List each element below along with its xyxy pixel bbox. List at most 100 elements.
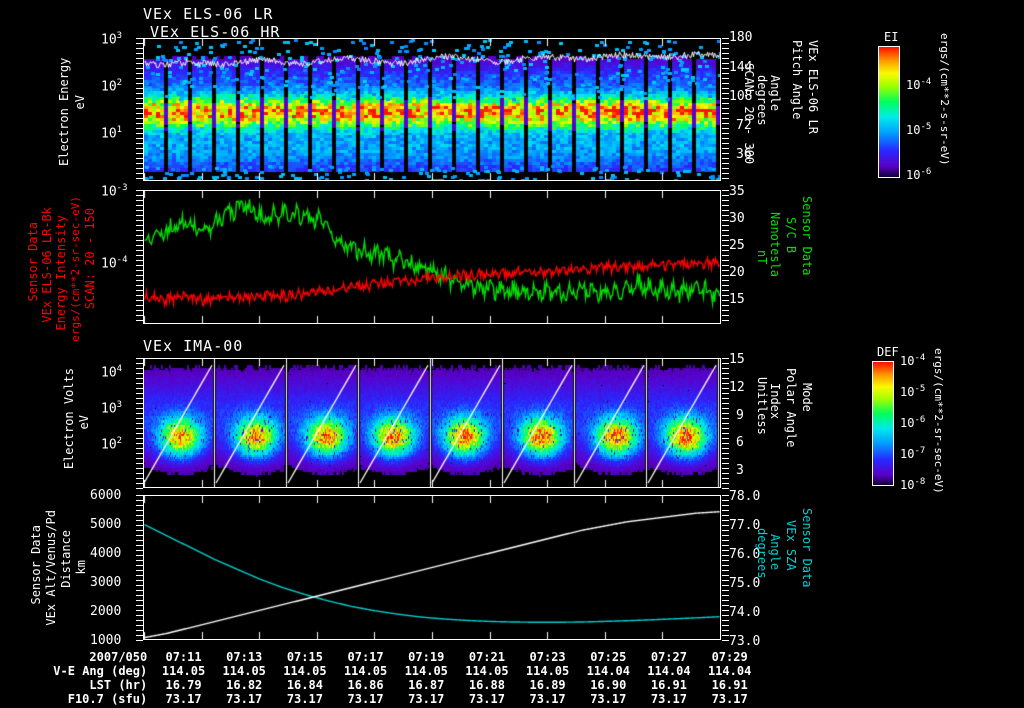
panel4-ytick-6000: 6000 — [90, 488, 122, 503]
panel1-rtick-72: 72 — [736, 118, 752, 133]
axis-minor-tick — [722, 478, 729, 479]
axis-minor-tick — [722, 138, 729, 139]
panel-ima-spectrogram — [143, 358, 721, 488]
panel4-rtick-76: 76.0 — [729, 547, 761, 562]
axis-minor-tick — [136, 605, 143, 606]
axis-minor-tick — [722, 640, 729, 641]
lst-cell: 16.84 — [286, 678, 323, 692]
panel4-right-line4: degrees — [755, 528, 769, 579]
axis-minor-tick — [136, 525, 143, 526]
axis-minor-tick — [722, 230, 729, 231]
panel3-right-label-2: Polar Angle — [784, 368, 798, 448]
panel1-title-lr: VEx ELS-06 LR — [143, 5, 274, 23]
panel2-right-label-1: Sensor Data — [800, 196, 814, 276]
panel1-left-axis-label: Electron Energy — [57, 48, 71, 176]
axis-minor-tick — [136, 143, 143, 144]
axis-minor-tick — [136, 320, 143, 321]
panel3-right-sub-unitless: Unitless — [755, 377, 769, 435]
axis-minor-tick — [136, 295, 143, 296]
panel4-rtick-78: 78.0 — [729, 489, 761, 504]
panel4-rtick-74: 74.0 — [729, 605, 761, 620]
panel4-rtick-77: 77.0 — [729, 518, 761, 533]
axis-minor-tick — [136, 433, 143, 434]
axis-minor-tick — [722, 630, 729, 631]
panel1-rtick-108: 108 — [729, 89, 753, 104]
axis-minor-tick — [136, 48, 143, 49]
axis-minor-tick — [722, 428, 729, 429]
axis-minor-tick — [722, 123, 729, 124]
ve-ang-cell: 114.04 — [707, 664, 752, 678]
axis-minor-tick — [136, 148, 143, 149]
panel2-right-line4: nT — [755, 250, 769, 265]
axis-minor-tick — [136, 43, 143, 44]
lst-cell: 16.90 — [590, 678, 627, 692]
panel2-left-line3: Energy Intensity — [54, 215, 68, 331]
row-label-ve-ang: V-E Ang (deg) — [53, 664, 148, 678]
panel2-rtick-20: 20 — [729, 265, 745, 280]
axis-minor-tick — [722, 178, 729, 179]
axis-minor-tick — [722, 245, 729, 246]
axis-minor-tick — [136, 93, 143, 94]
time-cell: 07:27 — [650, 650, 687, 664]
f107-cell: 73.17 — [711, 692, 748, 706]
time-cell: 07:29 — [711, 650, 748, 664]
axis-minor-tick — [136, 570, 143, 571]
axis-minor-tick — [722, 225, 729, 226]
axis-minor-tick — [136, 363, 143, 364]
axis-minor-tick — [136, 545, 143, 546]
panel2-right-line1: Sensor Data — [800, 196, 814, 276]
axis-minor-tick — [722, 265, 729, 266]
axis-minor-tick — [722, 305, 729, 306]
axis-minor-tick — [722, 148, 729, 149]
axis-minor-tick — [722, 38, 729, 39]
panel1-right-axis-label1: Pitch Angle — [790, 40, 804, 119]
axis-minor-tick — [136, 73, 143, 74]
ve-ang-cell: 114.05 — [404, 664, 448, 678]
axis-minor-tick — [136, 393, 143, 394]
axis-minor-tick — [722, 363, 729, 364]
axis-minor-tick — [136, 230, 143, 231]
panel4-right-line2: VEx SZA — [784, 520, 798, 571]
axis-minor-tick — [722, 368, 729, 369]
axis-minor-tick — [722, 295, 729, 296]
axis-minor-tick — [722, 275, 729, 276]
panel4-ytick-2000: 2000 — [90, 604, 122, 619]
panel2-left-label-4: ergs/(cm**2-sr-sec-eV) — [69, 196, 82, 342]
axis-minor-tick — [136, 423, 143, 424]
f107-cell: 73.17 — [529, 692, 566, 706]
f107-cell: 73.17 — [650, 692, 687, 706]
panel3-rtick-3: 3 — [736, 463, 744, 478]
axis-minor-tick — [136, 200, 143, 201]
f107-cell: 73.17 — [347, 692, 384, 706]
panel3-ytick-1e4: 104 — [101, 364, 123, 381]
panel2-ytick-1e-4: 10-4 — [101, 255, 128, 272]
table-row-veang: V-E Ang (deg) 114.05 114.05 114.05 114.05 11… — [0, 664, 760, 678]
panel3-right-line2: Polar Angle — [784, 368, 798, 448]
axis-minor-tick — [722, 310, 729, 311]
axis-minor-tick — [136, 88, 143, 89]
axis-minor-tick — [136, 600, 143, 601]
axis-minor-tick — [722, 83, 729, 84]
axis-minor-tick — [136, 575, 143, 576]
panel4-left-line4: km — [74, 560, 88, 575]
panel4-right-line1: Sensor Data — [800, 508, 814, 588]
axis-minor-tick — [136, 418, 143, 419]
panel4-right-label-2: VEx SZA — [784, 520, 798, 571]
time-cell: 07:19 — [408, 650, 445, 664]
def-colorbar-tick-4: 10-7 — [900, 446, 926, 461]
ve-ang-cell: 114.05 — [525, 664, 570, 678]
axis-minor-tick — [136, 458, 143, 459]
panel4-ytick-4000: 4000 — [90, 546, 122, 561]
lst-cell: 16.88 — [468, 678, 505, 692]
axis-minor-tick — [136, 640, 143, 641]
axis-minor-tick — [722, 128, 729, 129]
axis-minor-tick — [722, 580, 729, 581]
axis-minor-tick — [722, 620, 729, 621]
axis-minor-tick — [136, 580, 143, 581]
axis-minor-tick — [722, 443, 729, 444]
panel1-rtick-36: 36 — [736, 147, 752, 162]
axis-minor-tick — [136, 103, 143, 104]
panel4-right-label-1: Sensor Data — [800, 508, 814, 588]
panel1-right-axis-sub3: SCAN: 20 - 300 — [742, 63, 756, 164]
axis-minor-tick — [722, 510, 729, 511]
